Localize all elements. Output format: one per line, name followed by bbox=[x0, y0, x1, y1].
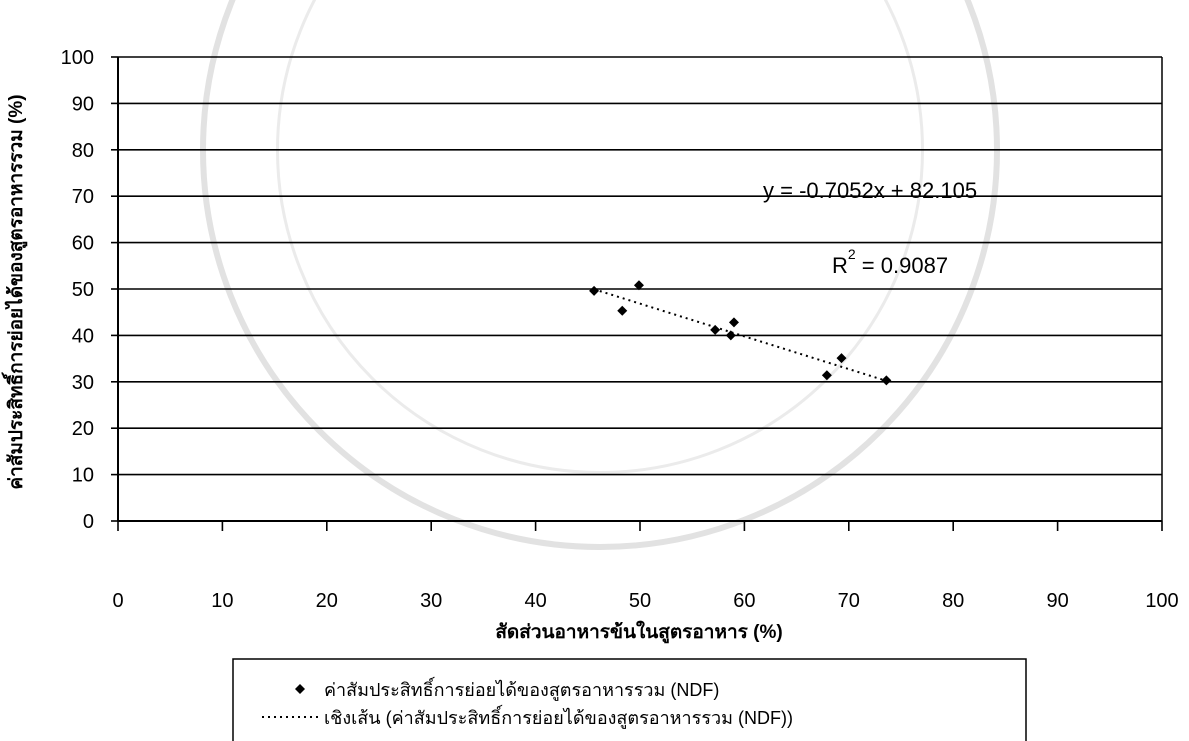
x-tick-label: 80 bbox=[942, 590, 964, 612]
y-tick-label: 80 bbox=[72, 140, 94, 162]
data-point bbox=[617, 305, 628, 316]
y-tick-labels: 0 10 20 30 40 50 60 70 80 90 100 bbox=[61, 47, 94, 533]
y-tick-label: 70 bbox=[72, 186, 94, 208]
data-point bbox=[821, 370, 832, 381]
x-tick-label: 0 bbox=[112, 590, 123, 612]
axes bbox=[111, 56, 1163, 531]
data-point bbox=[633, 280, 644, 291]
y-axis-title: ค่าสัมประสิทธิ์การย่อยได้ของสูตรอาหารรวม… bbox=[1, 94, 28, 489]
x-axis-title: สัดส่วนอาหารข้นในสูตรอาหาร (%) bbox=[495, 620, 782, 644]
data-point bbox=[589, 285, 600, 296]
x-tick-label: 100 bbox=[1145, 590, 1178, 612]
r-squared-symbol: R bbox=[832, 253, 848, 278]
x-tick-label: 60 bbox=[733, 590, 755, 612]
gridlines bbox=[118, 56, 1162, 476]
r-squared-label: R2 = 0.9087 bbox=[832, 246, 948, 278]
x-tick-label: 70 bbox=[838, 590, 860, 612]
data-points bbox=[589, 280, 892, 386]
x-tick-label: 30 bbox=[420, 590, 442, 612]
y-tick-label: 30 bbox=[72, 372, 94, 394]
r-squared-value: = 0.9087 bbox=[856, 253, 948, 278]
data-point bbox=[728, 317, 739, 328]
y-tick-label: 100 bbox=[61, 47, 94, 69]
legend-label-series: ค่าสัมประสิทธิ์การย่อยได้ของสูตรอาหารรวม… bbox=[324, 676, 719, 701]
y-tick-label: 50 bbox=[72, 279, 94, 301]
y-tick-label: 10 bbox=[72, 465, 94, 487]
data-point bbox=[881, 375, 892, 386]
data-point bbox=[725, 330, 736, 341]
legend-box bbox=[232, 658, 1027, 741]
legend-label-trendline: เชิงเส้น (ค่าสัมประสิทธิ์การย่อยได้ของสู… bbox=[324, 704, 793, 729]
y-tick-label: 90 bbox=[72, 93, 94, 115]
x-tick-label: 50 bbox=[629, 590, 651, 612]
r-squared-exponent: 2 bbox=[848, 246, 856, 262]
trendline-equation: y = -0.7052x + 82.105 bbox=[763, 178, 977, 203]
y-tick-label: 40 bbox=[72, 325, 94, 347]
y-tick-label: 60 bbox=[72, 233, 94, 255]
y-tick-label: 20 bbox=[72, 418, 94, 440]
x-tick-label: 20 bbox=[316, 590, 338, 612]
x-tick-labels: 0 10 20 30 40 50 60 70 80 90 100 bbox=[112, 590, 1178, 612]
x-tick-label: 90 bbox=[1046, 590, 1068, 612]
legend-marker-diamond bbox=[295, 684, 305, 694]
x-tick-label: 40 bbox=[524, 590, 546, 612]
legend: ค่าสัมประสิทธิ์การย่อยได้ของสูตรอาหารรวม… bbox=[232, 658, 1027, 741]
x-tick-label: 10 bbox=[211, 590, 233, 612]
data-point bbox=[710, 324, 721, 335]
y-tick-label: 0 bbox=[83, 511, 94, 533]
data-point bbox=[836, 353, 847, 364]
